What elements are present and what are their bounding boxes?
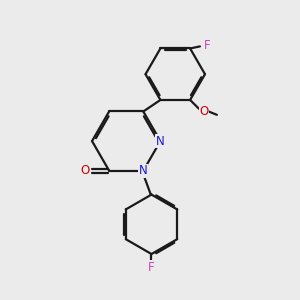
Text: F: F bbox=[204, 39, 210, 52]
Text: O: O bbox=[199, 105, 208, 118]
Text: O: O bbox=[81, 164, 90, 177]
Text: F: F bbox=[148, 261, 155, 274]
Text: N: N bbox=[156, 135, 165, 148]
Text: N: N bbox=[139, 164, 148, 177]
